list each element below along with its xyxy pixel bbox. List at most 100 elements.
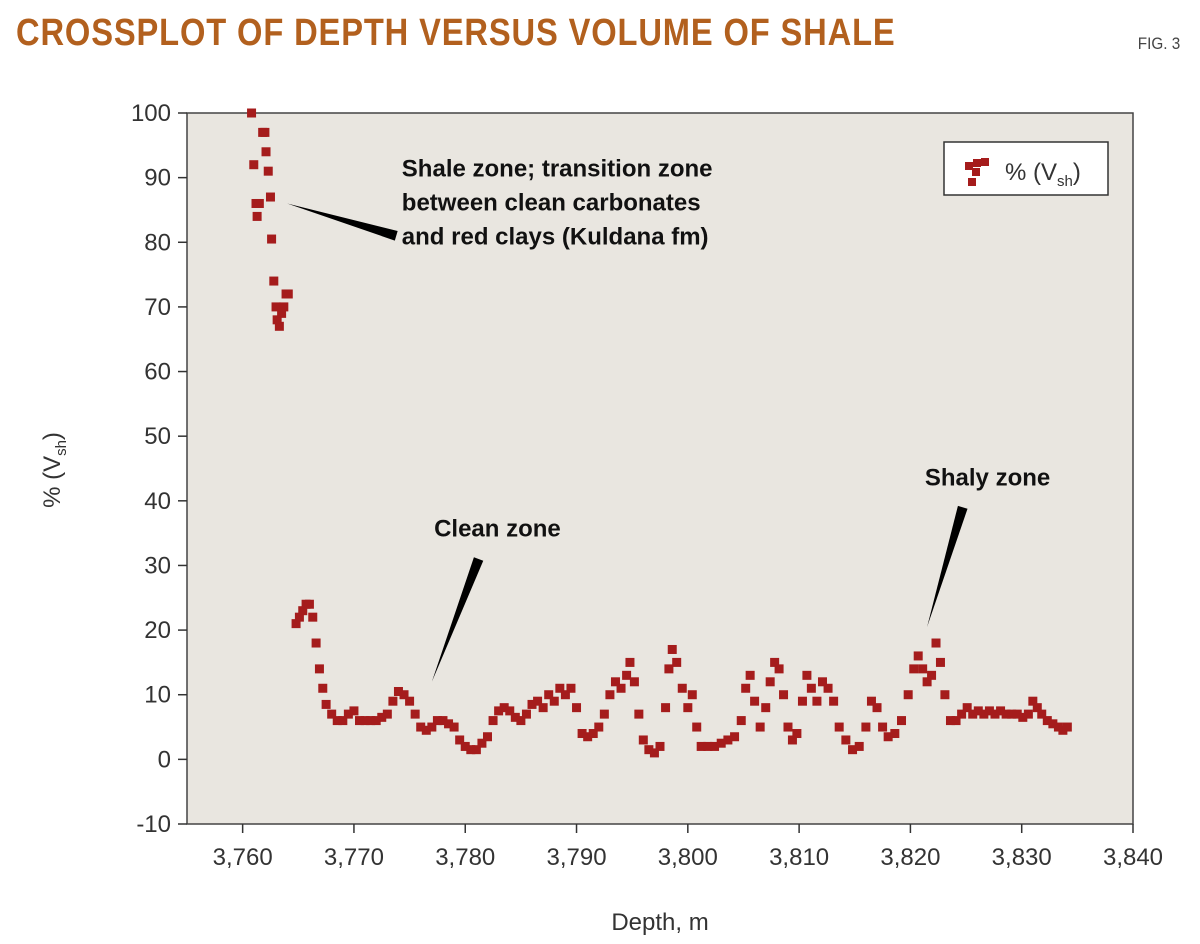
data-point: [802, 670, 812, 680]
data-point: [723, 735, 733, 745]
data-point: [267, 234, 277, 244]
data-point: [263, 166, 273, 176]
data-point: [279, 302, 289, 312]
y-tick-label: -10: [136, 811, 171, 838]
data-point: [625, 657, 635, 667]
x-tick-label: 3,770: [324, 844, 384, 871]
legend-marker-icon: [965, 158, 989, 186]
data-point: [332, 716, 342, 726]
data-point: [883, 732, 893, 742]
data-point: [962, 703, 972, 713]
data-point: [254, 198, 264, 208]
data-point: [388, 696, 398, 706]
data-point: [629, 677, 639, 687]
data-point: [1001, 709, 1011, 719]
data-point: [872, 703, 882, 713]
data-point: [444, 719, 454, 729]
data-point: [817, 677, 827, 687]
data-point: [1037, 709, 1047, 719]
data-point: [761, 703, 771, 713]
data-point: [516, 716, 526, 726]
data-point: [968, 709, 978, 719]
data-point: [438, 716, 448, 726]
data-point: [940, 690, 950, 700]
x-tick-label: 3,790: [546, 844, 606, 871]
data-point: [1032, 703, 1042, 713]
data-point: [945, 716, 955, 726]
data-point: [957, 709, 967, 719]
data-point: [399, 690, 409, 700]
data-point: [922, 677, 932, 687]
data-point: [765, 677, 775, 687]
x-tick-label: 3,830: [992, 844, 1052, 871]
data-point: [1042, 716, 1052, 726]
data-point: [931, 638, 941, 648]
legend-label: % (Vsh): [1005, 159, 1081, 190]
data-point: [1028, 696, 1038, 706]
data-point: [973, 706, 983, 716]
data-point: [1048, 719, 1058, 729]
data-point: [527, 699, 537, 709]
data-point: [549, 696, 559, 706]
data-point: [730, 732, 740, 742]
data-point: [247, 108, 257, 118]
y-tick-label: 30: [144, 552, 171, 579]
data-point: [304, 599, 314, 609]
y-tick-label: 80: [144, 229, 171, 256]
data-point: [644, 745, 654, 755]
data-point: [677, 683, 687, 693]
data-point: [649, 748, 659, 758]
data-point: [605, 690, 615, 700]
data-point: [787, 735, 797, 745]
data-point: [951, 716, 961, 726]
data-point: [421, 725, 431, 735]
data-point: [416, 722, 426, 732]
data-point: [909, 664, 919, 674]
data-point: [687, 690, 697, 700]
annotation-pointer: [927, 505, 968, 627]
x-tick-label: 3,780: [435, 844, 495, 871]
x-tick-label: 3,840: [1103, 844, 1163, 871]
y-tick-label: 20: [144, 617, 171, 644]
data-point: [510, 712, 520, 722]
data-point: [779, 690, 789, 700]
data-point: [979, 709, 989, 719]
data-point: [488, 716, 498, 726]
annotation-labels: Shale zone; transition zone between clean…: [402, 155, 1050, 542]
data-point: [252, 211, 262, 221]
y-tick-label: 60: [144, 359, 171, 386]
data-point: [355, 716, 365, 726]
data-point: [560, 690, 570, 700]
annotation-pointer: [287, 203, 398, 241]
data-point: [990, 709, 1000, 719]
data-point: [321, 699, 331, 709]
data-point: [308, 612, 318, 622]
data-point: [1018, 712, 1028, 722]
data-point: [343, 709, 353, 719]
data-point: [935, 657, 945, 667]
data-point: [499, 703, 509, 713]
data-point: [577, 729, 587, 739]
data-point: [583, 732, 593, 742]
data-point: [366, 716, 376, 726]
data-point: [482, 732, 492, 742]
data-point: [410, 709, 420, 719]
data-point: [903, 690, 913, 700]
x-tick-label: 3,810: [769, 844, 829, 871]
annotation-pointers: [287, 203, 968, 682]
data-point: [783, 722, 793, 732]
data-point: [460, 741, 470, 751]
data-point: [848, 745, 858, 755]
data-point: [927, 670, 937, 680]
legend: % (Vsh): [943, 141, 1109, 196]
data-point: [505, 706, 515, 716]
x-axis: 3,760 3,770 3,780 3,790 3,800 3,810 3,820 3,830…: [213, 824, 1163, 871]
data-point: [271, 302, 281, 312]
data-point: [477, 738, 487, 748]
data-point: [913, 651, 923, 661]
data-point: [797, 696, 807, 706]
data-point: [294, 612, 304, 622]
data-point: [692, 722, 702, 732]
y-tick-label: 0: [158, 746, 171, 773]
